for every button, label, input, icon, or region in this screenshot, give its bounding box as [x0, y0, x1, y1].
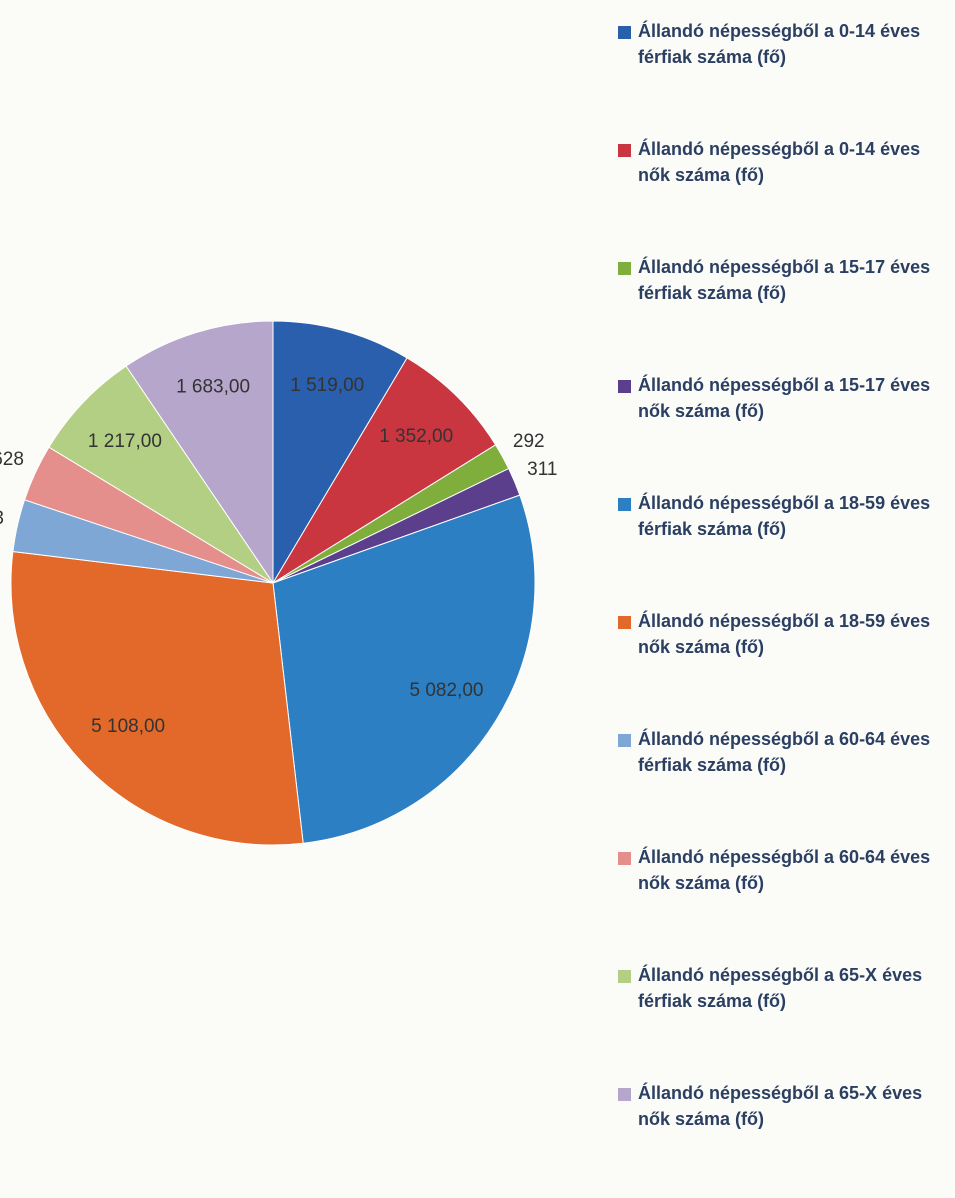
data-label: 292 [513, 431, 545, 452]
legend-swatch [618, 852, 631, 865]
data-label: 1 352,00 [379, 426, 453, 447]
legend-swatch [618, 26, 631, 39]
chart: 1 519,00 1 352,00 292 311 5 082,00 5 108,00 57… [0, 320, 557, 846]
legend-swatch [618, 498, 631, 511]
page: 1 519,00 1 352,00 292 311 5 082,00 5 108,00 57… [0, 21, 931, 1129]
legend-label: Állandó népességből a 18-59 éves nők szá… [638, 611, 931, 657]
data-label: 1 519,00 [290, 375, 364, 396]
data-label: 1 683,00 [176, 377, 250, 398]
legend-swatch [618, 734, 631, 747]
data-label: 1 217,00 [88, 431, 162, 452]
legend-label: Állandó népességből a 65-X éves férfiak … [638, 965, 923, 1011]
legend-label: Állandó népességből a 65-X éves nők szám… [638, 1083, 923, 1129]
legend-label: Állandó népességből a 18-59 éves férfiak… [638, 493, 931, 539]
legend-swatch [618, 262, 631, 275]
legend-label: Állandó népességből a 0-14 éves férfiak … [638, 21, 921, 67]
slice [48, 365, 274, 584]
slice [272, 494, 536, 844]
data-label: 311 [527, 459, 557, 480]
data-label: 573 [0, 508, 4, 529]
legend-swatch [618, 144, 631, 157]
data-label: 628 [0, 449, 24, 470]
data-label: 5 082,00 [410, 680, 484, 701]
slice [125, 320, 274, 585]
legend-label: Állandó népességből a 60-64 éves férfiak… [638, 729, 931, 775]
legend-swatch [618, 970, 631, 983]
legend-label: Állandó népességből a 60-64 éves nők szá… [638, 847, 931, 893]
legend-label: Állandó népességből a 0-14 éves nők szám… [638, 139, 921, 185]
legend-swatch [618, 380, 631, 393]
legend-label: Állandó népességből a 15-17 éves nők szá… [638, 375, 931, 421]
slice [272, 320, 408, 585]
slice [272, 357, 497, 584]
data-label: 5 108,00 [91, 716, 165, 737]
legend-swatch [618, 1088, 631, 1101]
legend-swatch [618, 616, 631, 629]
legend-label: Állandó népességből a 15-17 éves férfiak… [638, 257, 931, 303]
slice [10, 550, 304, 846]
